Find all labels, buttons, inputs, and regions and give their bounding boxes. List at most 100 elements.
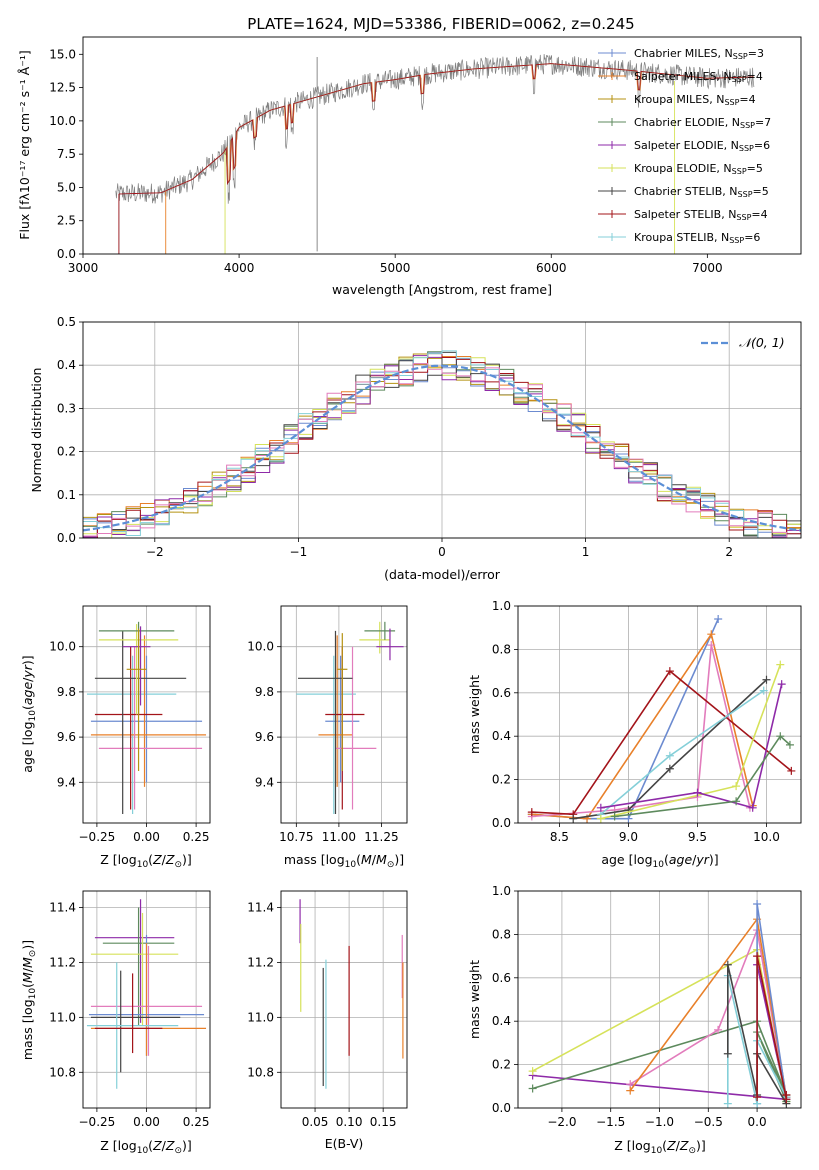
tick-label-x: −1.0 (645, 1115, 674, 1129)
legend-tail: =4 (751, 208, 767, 221)
histogram-salpeter_stelib (83, 353, 801, 538)
tick-label-y: 0.6 (492, 971, 511, 985)
tick-label-y: 11.2 (247, 955, 274, 969)
tick-label-y: 1.0 (492, 599, 511, 613)
legend-label: 𝒩(0, 1) (739, 335, 785, 350)
tick-label-y: 11.2 (49, 955, 76, 969)
tick-label-x: 5000 (380, 261, 411, 275)
tick-label-x: −1.5 (596, 1115, 625, 1129)
tick-label-x: 0 (438, 545, 446, 559)
weight-marker-pink (714, 1025, 723, 1034)
weight-marker-chabrier_miles (753, 900, 762, 909)
tick-label-x: 0.25 (183, 1115, 210, 1129)
weight-marker-salpeter_elodie (596, 803, 605, 812)
weight-marker-salpeter_elodie (693, 788, 702, 797)
y-axis-label: Flux [fλ10⁻¹⁷ erg cm⁻² s⁻¹ Å⁻¹] (17, 50, 32, 239)
tick-label-y: 0.2 (492, 1058, 511, 1072)
tick-label-y: 0.3 (57, 401, 76, 415)
tick-label-x: 11.25 (364, 830, 398, 844)
weight-marker-chabrier_elodie (785, 740, 794, 749)
x-axis-label: age [log10(age/yr)] (601, 852, 718, 870)
weight-marker-kroupa_stelib (723, 1099, 732, 1108)
tick-label-y: 0.6 (492, 686, 511, 700)
legend-tail: =5 (747, 162, 763, 175)
tick-label-y: 5.0 (57, 180, 76, 194)
tick-label-x: 0.00 (133, 1115, 160, 1129)
legend-entry: Salpeter MILES, NSSP=4 (634, 70, 763, 84)
legend-label: Kroupa ELODIE, N (634, 162, 732, 175)
tick-label-y: 9.4 (255, 775, 274, 789)
tick-label-y: 15.0 (49, 47, 76, 61)
axes-weight_vs_age: 8.5 9.0 9.5 10.0 0.0 0.2 0.4 0.6 0.8 1.0 age [log1… (467, 599, 802, 870)
tick-label-y: 11.0 (49, 1010, 76, 1024)
tick-label-x: 9.5 (688, 830, 707, 844)
legend-sub: SSP (732, 167, 747, 176)
axes-frame (280, 605, 408, 824)
y-axis-label: mass weight (467, 960, 482, 1039)
tick-label-x: −0.25 (79, 830, 116, 844)
legend-tail: =5 (753, 185, 769, 198)
axes-frame (517, 605, 802, 824)
weight-marker-chabrier_miles (624, 814, 633, 823)
x-axis-label: (data-model)/error (384, 567, 501, 582)
legend-entry: Kroupa STELIB, NSSP=6 (634, 231, 760, 245)
tick-label-x: 2 (725, 545, 733, 559)
legend-tail: =6 (744, 231, 760, 244)
tick-label-x: −2.0 (547, 1115, 576, 1129)
legend-tail: =6 (754, 139, 770, 152)
figure-title: PLATE=1624, MJD=53386, FIBERID=0062, z=0… (247, 15, 634, 33)
legend-entry: Kroupa ELODIE, NSSP=5 (634, 162, 763, 176)
y-axis-label: Normed distribution (29, 368, 44, 493)
legend-label: Chabrier STELIB, N (634, 185, 738, 198)
x-axis-label: mass [log10(M/M⊙)] (284, 852, 404, 870)
weight-marker-pink (707, 641, 716, 650)
weight-marker-kroupa_elodie (596, 814, 605, 823)
x-axis-label: wavelength [Angstrom, rest frame] (332, 282, 552, 297)
legend-tail: =3 (748, 47, 764, 60)
weight-marker-chabrier_stelib (762, 675, 771, 684)
legend-entry: Chabrier ELODIE, NSSP=7 (634, 116, 771, 130)
legend-sub: SSP (729, 236, 744, 245)
tick-label-y: 0.8 (492, 642, 511, 656)
axes-age_vs_Z: −0.25 0.00 0.25 9.4 9.6 9.8 10.0 Z [log10(Z/Z⊙)… (20, 605, 211, 870)
tick-label-x: 4000 (224, 261, 255, 275)
legend-label: Salpeter STELIB, N (634, 208, 736, 221)
tick-label-y: 11.4 (247, 900, 274, 914)
tick-label-x: 0.00 (133, 830, 160, 844)
legend-tail: =7 (755, 116, 771, 129)
tick-label-y: 10.8 (49, 1065, 76, 1079)
tick-label-y: 9.8 (57, 685, 76, 699)
weight-marker-kroupa_stelib (665, 751, 674, 760)
x-axis-label: Z [log10(Z/Z⊙)] (100, 852, 192, 870)
weight-marker-chabrier_stelib (723, 960, 732, 969)
y-axis-label: mass [log10(M/M⊙)] (20, 940, 38, 1060)
axes-mass_vs_Z: −0.25 0.00 0.25 10.8 11.0 11.2 11.4 Z [log10(Z/… (20, 890, 211, 1156)
tick-label-y: 0.0 (57, 247, 76, 261)
weight-marker-chabrier_stelib (723, 1049, 732, 1058)
legend-label: Kroupa MILES, N (634, 93, 724, 106)
legend-sub: SSP (738, 190, 753, 199)
legend-sub: SSP (724, 98, 739, 107)
tick-label-y: 9.8 (255, 685, 274, 699)
tick-label-y: 7.5 (57, 147, 76, 161)
x-axis-label: E(B-V) (325, 1136, 364, 1151)
tick-label-x: 0.0 (748, 1115, 767, 1129)
tick-label-y: 11.4 (49, 900, 76, 914)
legend-tail: =4 (747, 70, 763, 83)
axes-residuals: −2 −1 0 1 2 0.0 0.1 0.2 0.3 0.4 0.5 𝒩(0, 1) (data-mo… (29, 315, 802, 582)
tick-label-y: 0.4 (57, 358, 76, 372)
tick-label-y: 0.0 (492, 816, 511, 830)
x-axis-label: Z [log10(Z/Z⊙)] (100, 1138, 192, 1156)
legend-entry: Salpeter STELIB, NSSP=4 (634, 208, 768, 222)
tick-label-x: 8.5 (550, 830, 569, 844)
legend-sub: SSP (740, 121, 755, 130)
legend-entry: Salpeter ELODIE, NSSP=6 (634, 139, 770, 153)
histogram-pink (83, 363, 801, 538)
tick-label-y: 10.0 (247, 640, 274, 654)
tick-label-x: 7000 (692, 261, 723, 275)
weight-marker-kroupa_stelib (759, 686, 768, 695)
histogram-chabrier_stelib (83, 351, 801, 538)
tick-label-x: 0.10 (336, 1115, 363, 1129)
legend-sub: SSP (739, 144, 754, 153)
